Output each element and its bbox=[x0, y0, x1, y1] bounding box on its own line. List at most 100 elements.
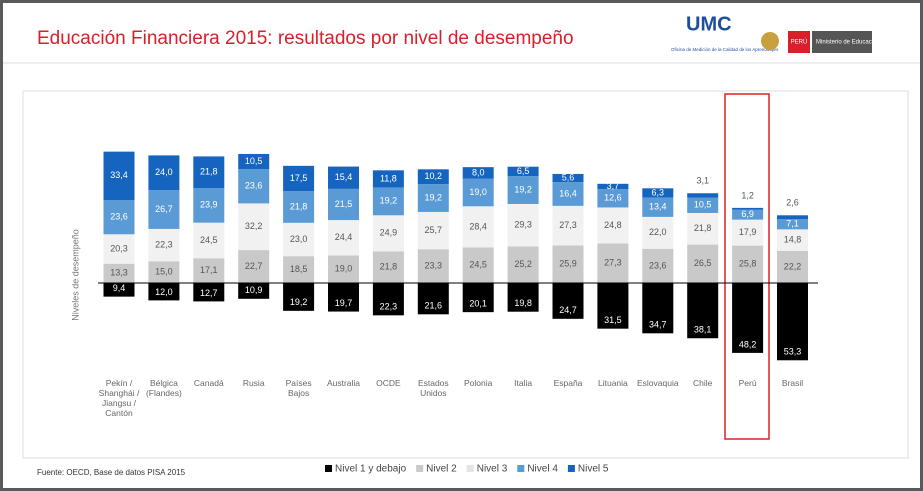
bar-segment bbox=[193, 283, 225, 302]
bar-segment bbox=[148, 155, 180, 191]
bar-segment bbox=[462, 167, 494, 179]
bar-segment bbox=[148, 283, 180, 301]
bar-segment bbox=[417, 184, 449, 212]
legend-swatch bbox=[466, 465, 474, 472]
value-label: 19,7 bbox=[335, 298, 353, 308]
bar-segment bbox=[193, 222, 225, 259]
value-label: 27,3 bbox=[559, 220, 577, 230]
value-label: 34,7 bbox=[649, 320, 667, 330]
value-label: 19,2 bbox=[514, 184, 532, 194]
value-label: 5,6 bbox=[562, 172, 575, 182]
value-label: 10,5 bbox=[694, 200, 712, 210]
bar-segment bbox=[328, 188, 359, 221]
bar-segment bbox=[777, 219, 808, 230]
bar-segment bbox=[597, 189, 629, 208]
bar-segment bbox=[552, 205, 584, 246]
value-label: 1,2 bbox=[741, 190, 754, 200]
category-label: Perú bbox=[738, 378, 757, 388]
value-label: 23,0 bbox=[290, 234, 308, 244]
value-label: 19,2 bbox=[290, 297, 308, 307]
value-label: 21,6 bbox=[425, 301, 443, 311]
category-label: Brasil bbox=[781, 378, 804, 388]
value-label: 21,8 bbox=[694, 223, 712, 233]
bar-segment bbox=[687, 244, 719, 283]
value-label: 24,5 bbox=[200, 235, 218, 245]
value-label: 19,0 bbox=[335, 264, 353, 274]
bar-segment bbox=[642, 188, 674, 198]
bar-segment bbox=[687, 212, 719, 245]
emblem bbox=[761, 32, 779, 50]
value-label: 3,7 bbox=[607, 181, 620, 191]
value-label: 10,2 bbox=[425, 171, 443, 181]
bar-segment bbox=[328, 166, 359, 189]
legend-label: Nivel 1 y debajo bbox=[335, 464, 407, 475]
value-label: 32,2 bbox=[245, 221, 263, 231]
value-label: 24,5 bbox=[469, 260, 487, 270]
legend-label: Nivel 2 bbox=[426, 464, 457, 475]
bar-segment bbox=[642, 197, 674, 217]
bar-segment bbox=[193, 188, 225, 223]
bar-segment bbox=[238, 250, 270, 283]
bar-segment bbox=[462, 178, 494, 207]
bar-segment bbox=[417, 169, 449, 185]
value-label: 13,3 bbox=[110, 268, 128, 278]
category-label: Eslovaquia bbox=[637, 378, 679, 388]
value-label: 8,0 bbox=[472, 167, 485, 177]
bar-segment bbox=[687, 193, 719, 198]
bar-segment bbox=[732, 209, 764, 220]
bar-segment bbox=[462, 206, 494, 248]
bar-segment bbox=[238, 153, 270, 170]
legend-swatch bbox=[517, 465, 525, 472]
bar-segment bbox=[238, 203, 270, 251]
value-label: 2,6 bbox=[786, 198, 799, 208]
bar-segment bbox=[417, 249, 449, 283]
bar-segment bbox=[417, 211, 449, 250]
value-label: 17,5 bbox=[290, 173, 308, 183]
bar-segment bbox=[148, 228, 180, 262]
bar-segment bbox=[552, 182, 584, 206]
bar-segment bbox=[687, 197, 719, 213]
bar-segment bbox=[103, 234, 135, 264]
y-axis-label: Niveles de desempeño bbox=[70, 229, 80, 321]
bar-segment bbox=[597, 283, 629, 329]
bar-segment bbox=[417, 283, 449, 315]
bar-segment bbox=[283, 256, 315, 283]
legend-label: Nivel 3 bbox=[477, 464, 508, 475]
value-label: 10,5 bbox=[245, 156, 263, 166]
ministry-box bbox=[812, 31, 872, 53]
value-label: 20,3 bbox=[110, 243, 128, 253]
value-label: 22,3 bbox=[380, 302, 398, 312]
value-label: 24,4 bbox=[335, 232, 353, 242]
slide: Educación Financiera 2015: resultados po… bbox=[3, 3, 920, 488]
value-label: 25,8 bbox=[739, 259, 757, 269]
value-label: 25,9 bbox=[559, 259, 577, 269]
value-label: 26,5 bbox=[694, 258, 712, 268]
value-label: 6,3 bbox=[652, 187, 665, 197]
bar-segment bbox=[283, 191, 315, 223]
value-label: 48,2 bbox=[739, 339, 757, 349]
bar-segment bbox=[462, 247, 494, 283]
bar-segment bbox=[148, 190, 180, 229]
bar-segment bbox=[552, 283, 584, 319]
bar-segment bbox=[552, 245, 584, 283]
category-label: Estados Unidos bbox=[417, 378, 449, 398]
value-label: 22,7 bbox=[245, 261, 263, 271]
bar-segment bbox=[552, 173, 584, 183]
value-label: 15,0 bbox=[155, 267, 173, 277]
highlight-box bbox=[724, 93, 770, 440]
bar-segment bbox=[372, 215, 404, 252]
bar-segment bbox=[507, 203, 539, 247]
bar-segment bbox=[283, 283, 315, 311]
value-label: 6,9 bbox=[741, 209, 754, 219]
bar-segment bbox=[507, 176, 539, 204]
category-label: Australia bbox=[326, 378, 361, 388]
category-label: Países Bajos bbox=[285, 378, 312, 398]
logo-subtitle: Oficina de Medición de la Calidad de los… bbox=[671, 47, 779, 52]
value-label: 24,8 bbox=[604, 220, 622, 230]
bar-segment bbox=[777, 283, 808, 361]
title: Educación Financiera 2015: resultados po… bbox=[37, 28, 574, 49]
value-label: 28,4 bbox=[469, 221, 487, 231]
bar-segment bbox=[372, 283, 404, 316]
bar-segment bbox=[238, 283, 270, 299]
